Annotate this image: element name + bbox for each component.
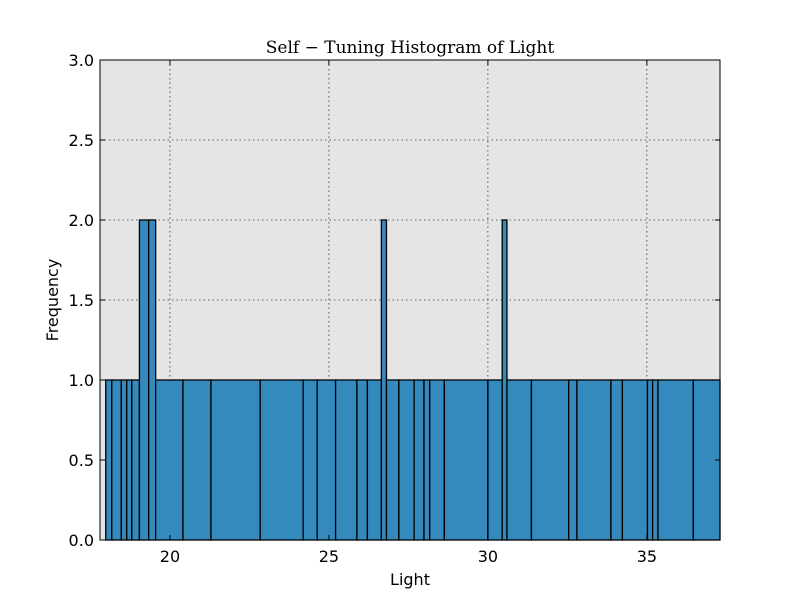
y-tick-label: 0.5: [69, 451, 94, 470]
histogram-bar: [506, 379, 533, 541]
histogram-bar: [147, 219, 157, 541]
histogram-bar: [154, 379, 184, 541]
histogram-bar: [126, 379, 133, 541]
y-tick-label: 0.0: [69, 531, 94, 550]
histogram-bar: [302, 379, 318, 541]
histogram-bar: [576, 379, 612, 541]
y-tick-label: 2.0: [69, 211, 94, 230]
histogram-bar: [657, 379, 694, 541]
axis-ticks: [100, 59, 720, 541]
chart-title: Self − Tuning Histogram of Light: [266, 38, 555, 58]
histogram-bar: [429, 379, 445, 541]
histogram-bar: [380, 219, 388, 541]
y-tick-label: 1.0: [69, 371, 94, 390]
histogram-bar: [443, 379, 489, 541]
histogram-bar: [385, 379, 400, 541]
histogram-bar: [111, 379, 122, 541]
y-axis-label: Frequency: [43, 259, 62, 342]
histogram-bar: [530, 379, 570, 541]
histogram-bar: [610, 379, 624, 541]
histogram-bar: [501, 219, 508, 541]
histogram-bar: [334, 379, 358, 541]
histogram-bar: [316, 379, 337, 541]
y-tick-label: 2.5: [69, 131, 94, 150]
histogram-bar: [423, 379, 431, 541]
x-tick-labels: 20 25 30 35: [160, 547, 657, 566]
histogram-bar: [366, 379, 383, 541]
grid-lines: [100, 60, 720, 540]
x-tick-label: 35: [637, 547, 657, 566]
x-tick-label: 20: [160, 547, 180, 566]
x-tick-label: 25: [319, 547, 339, 566]
y-tick-labels: 0.0 0.5 1.0 1.5 2.0 2.5 3.0: [69, 51, 94, 550]
histogram-bar: [646, 379, 654, 541]
histogram-bar: [413, 379, 425, 541]
y-tick-label: 1.5: [69, 291, 94, 310]
x-axis-label: Light: [390, 570, 430, 589]
histogram-bar: [138, 219, 150, 541]
histogram-bar: [120, 379, 128, 541]
histogram-bar: [487, 379, 503, 541]
histogram-bar: [105, 379, 113, 541]
histogram-bar: [210, 379, 261, 541]
histogram-bar: [398, 379, 415, 541]
histogram-bar: [182, 379, 212, 541]
histogram-bar: [356, 379, 369, 541]
histogram-bar: [131, 379, 141, 541]
histogram-bar: [651, 379, 659, 541]
histogram-bar: [568, 379, 578, 541]
histogram-bar: [621, 379, 649, 541]
histogram-bar: [259, 379, 304, 541]
x-tick-label: 30: [478, 547, 498, 566]
y-tick-label: 3.0: [69, 51, 94, 70]
